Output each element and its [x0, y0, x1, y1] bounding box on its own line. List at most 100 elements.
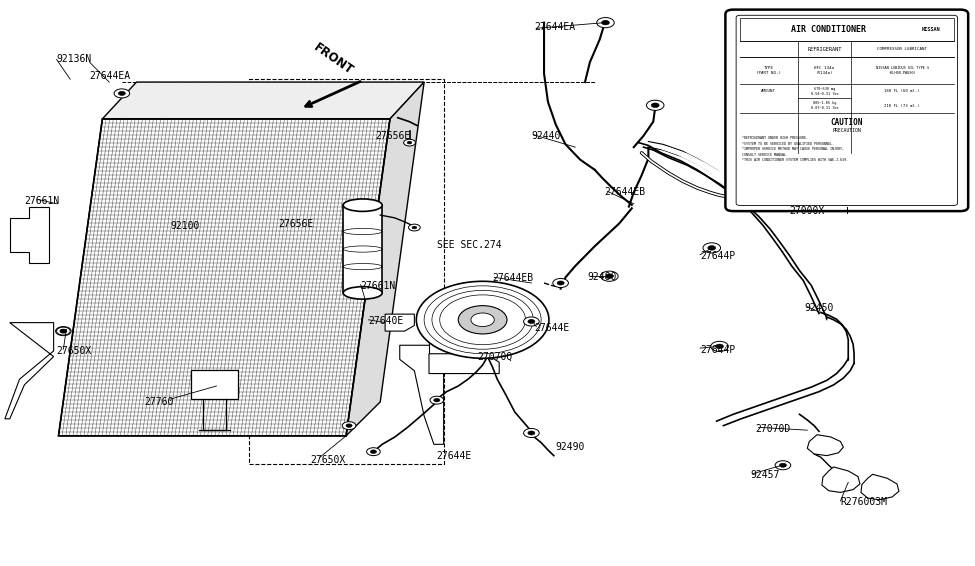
Text: AMOUNT: AMOUNT [761, 89, 776, 93]
Text: PRECAUTION: PRECAUTION [833, 128, 861, 133]
Ellipse shape [343, 286, 382, 299]
Circle shape [404, 139, 415, 146]
Circle shape [708, 246, 716, 250]
Circle shape [342, 422, 356, 430]
Text: 92480: 92480 [587, 272, 616, 282]
Circle shape [471, 313, 494, 327]
Text: 27644EB: 27644EB [492, 273, 533, 284]
Bar [191, 370, 238, 399]
Ellipse shape [343, 199, 382, 211]
Text: 210 FL (73 ml.): 210 FL (73 ml.) [884, 104, 920, 108]
Text: FRONT: FRONT [311, 41, 356, 78]
Text: 92100: 92100 [171, 221, 200, 231]
Text: 27644EB: 27644EB [604, 187, 645, 198]
Text: 92440: 92440 [531, 131, 561, 141]
Text: 92136N: 92136N [57, 54, 92, 65]
Polygon shape [429, 354, 499, 374]
Circle shape [370, 450, 376, 453]
Text: 92450: 92450 [804, 303, 834, 314]
Circle shape [430, 396, 444, 404]
Text: COMPRESSOR LUBRICANT: COMPRESSOR LUBRICANT [878, 47, 927, 52]
Circle shape [412, 226, 416, 229]
Circle shape [56, 327, 71, 336]
Circle shape [59, 329, 67, 333]
Text: 27656E: 27656E [278, 218, 313, 229]
Polygon shape [807, 435, 843, 456]
Text: 27661N: 27661N [24, 196, 59, 206]
FancyBboxPatch shape [725, 10, 968, 211]
Circle shape [57, 327, 70, 335]
Text: 27644P: 27644P [700, 345, 735, 355]
Circle shape [601, 271, 618, 281]
Text: AIR CONDITIONER: AIR CONDITIONER [791, 25, 866, 34]
Circle shape [458, 306, 507, 334]
Bar [429, 323, 486, 354]
Text: NISSAN: NISSAN [921, 27, 940, 32]
Text: 27070D: 27070D [756, 424, 791, 434]
Text: 27656E: 27656E [375, 131, 410, 141]
Text: 27661N: 27661N [361, 281, 396, 291]
Circle shape [646, 100, 664, 110]
Text: *SYSTEM TO BE SERVICED BY QUALIFIED PERSONNEL.: *SYSTEM TO BE SERVICED BY QUALIFIED PERS… [742, 141, 834, 145]
Circle shape [416, 281, 549, 358]
Polygon shape [102, 82, 424, 119]
Bar [249, 79, 444, 464]
Text: SEE SEC.274: SEE SEC.274 [437, 239, 501, 250]
Circle shape [605, 274, 613, 278]
Polygon shape [822, 467, 860, 492]
Polygon shape [861, 474, 899, 500]
Text: CONSULT SERVICE MANUAL.: CONSULT SERVICE MANUAL. [742, 152, 788, 157]
Text: HFC 134a
(R134a): HFC 134a (R134a) [814, 66, 835, 75]
Text: CAUTION: CAUTION [831, 118, 863, 127]
Bar [343, 205, 382, 293]
Circle shape [60, 329, 66, 333]
Circle shape [527, 431, 535, 435]
Text: 885~1.05 kg
0.07~0.31 lbs: 885~1.05 kg 0.07~0.31 lbs [810, 101, 838, 110]
Text: 27644E: 27644E [437, 451, 472, 461]
Circle shape [118, 91, 126, 96]
Text: 670~630 mg
0.54~0.31 lbs: 670~630 mg 0.54~0.31 lbs [810, 87, 838, 96]
Text: REFRIGERANT: REFRIGERANT [807, 47, 841, 52]
Circle shape [524, 317, 539, 326]
Text: TYPE
(PART NO.): TYPE (PART NO.) [757, 66, 781, 75]
Circle shape [408, 142, 411, 144]
Circle shape [602, 20, 609, 25]
Text: 27644EA: 27644EA [90, 71, 131, 82]
Circle shape [527, 319, 535, 324]
Text: 27000X: 27000X [790, 205, 825, 216]
Text: 180 FL (60 ml.): 180 FL (60 ml.) [884, 89, 920, 93]
Circle shape [597, 18, 614, 28]
Circle shape [434, 398, 440, 402]
Polygon shape [5, 323, 54, 419]
Circle shape [409, 224, 420, 231]
Text: 27644E: 27644E [534, 323, 569, 333]
Circle shape [114, 89, 130, 98]
Polygon shape [346, 82, 424, 436]
Polygon shape [10, 207, 49, 263]
Text: 27644P: 27644P [700, 251, 735, 261]
Text: NISSAN LUBIDUS OIL TYPE S
(KLH00-PAGS0): NISSAN LUBIDUS OIL TYPE S (KLH00-PAGS0) [876, 66, 929, 75]
Text: *THIS AIR CONDITIONER SYSTEM COMPLIES WITH SAE-J-639.: *THIS AIR CONDITIONER SYSTEM COMPLIES WI… [742, 158, 848, 162]
Text: 27640E: 27640E [369, 316, 404, 327]
Text: 27644EA: 27644EA [534, 22, 575, 32]
Text: 27070Q: 27070Q [478, 351, 513, 362]
Text: 27650X: 27650X [310, 454, 345, 465]
Text: 27760: 27760 [144, 397, 174, 407]
Text: 92490: 92490 [556, 442, 585, 452]
Text: R276003M: R276003M [840, 497, 887, 507]
Bar [740, 18, 954, 41]
Polygon shape [385, 314, 414, 331]
Circle shape [716, 344, 723, 349]
Circle shape [557, 281, 565, 285]
Circle shape [346, 424, 352, 427]
Text: 92457: 92457 [751, 470, 780, 481]
Polygon shape [58, 119, 390, 436]
Circle shape [367, 448, 380, 456]
Circle shape [711, 341, 728, 351]
Circle shape [524, 428, 539, 438]
Circle shape [775, 461, 791, 470]
Circle shape [779, 463, 787, 468]
Circle shape [703, 243, 721, 253]
Circle shape [651, 103, 659, 108]
Text: *REFRIGERANT UNDER HIGH PRESSURE.: *REFRIGERANT UNDER HIGH PRESSURE. [742, 135, 808, 140]
